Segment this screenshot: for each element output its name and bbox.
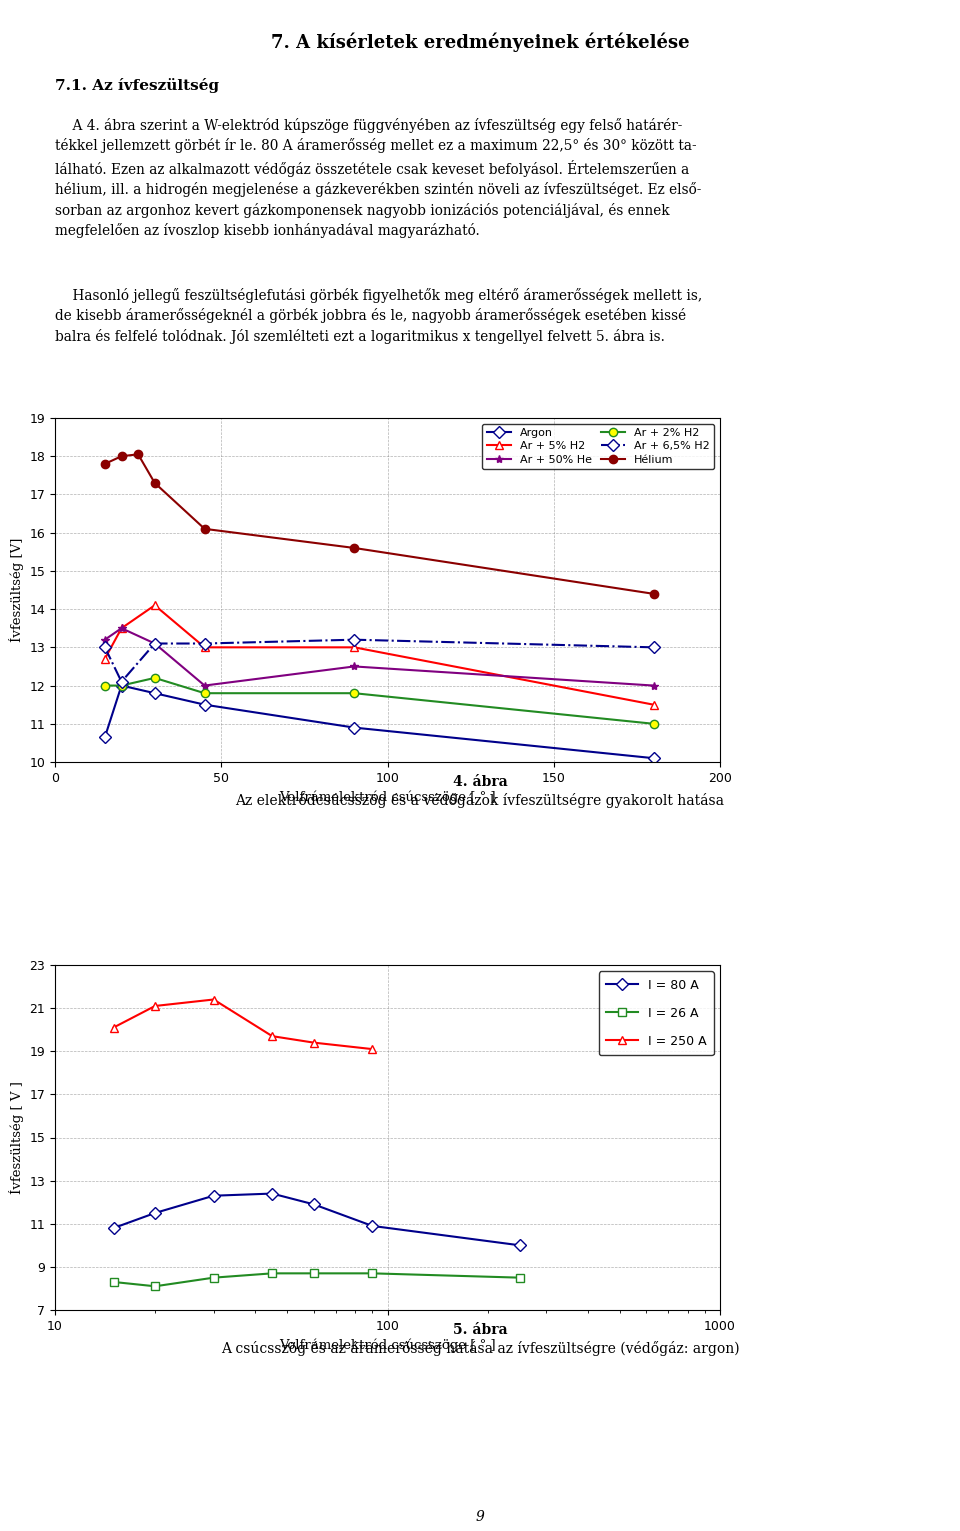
Argon bbox=[149, 684, 160, 703]
Line: Ar + 5% H2: Ar + 5% H2 bbox=[101, 602, 658, 709]
I = 80 A bbox=[267, 1185, 278, 1203]
Argon bbox=[348, 718, 360, 736]
Text: Hasonló jellegű feszültséglefutási görbék figyelhetők meg eltérő áramerősségek m: Hasonló jellegű feszültséglefutási görbé… bbox=[55, 288, 703, 344]
Text: A csúcsszög és az áramerősség hatása az ívfeszültségre (védőgáz: argon): A csúcsszög és az áramerősség hatása az … bbox=[221, 1341, 739, 1356]
Legend: I = 80 A, I = 26 A, I = 250 A: I = 80 A, I = 26 A, I = 250 A bbox=[599, 971, 713, 1055]
Ar + 50% He bbox=[149, 634, 160, 652]
Line: I = 26 A: I = 26 A bbox=[109, 1269, 524, 1291]
Text: 9: 9 bbox=[475, 1510, 485, 1523]
I = 250 A bbox=[108, 1018, 119, 1036]
Line: I = 250 A: I = 250 A bbox=[109, 995, 376, 1053]
I = 80 A bbox=[514, 1236, 525, 1254]
I = 250 A bbox=[150, 997, 161, 1015]
Hélium bbox=[149, 473, 160, 491]
Y-axis label: Ívfeszültség [ V ]: Ívfeszültség [ V ] bbox=[9, 1081, 24, 1194]
Hélium bbox=[199, 519, 210, 537]
Ar + 6,5% H2 bbox=[116, 672, 128, 690]
Ar + 5% H2 bbox=[348, 638, 360, 657]
I = 80 A bbox=[308, 1196, 320, 1214]
Ar + 6,5% H2 bbox=[348, 631, 360, 649]
I = 80 A bbox=[108, 1219, 119, 1237]
Line: Argon: Argon bbox=[101, 681, 658, 762]
Ar + 6,5% H2 bbox=[99, 638, 110, 657]
Hélium bbox=[99, 455, 110, 473]
Argon bbox=[648, 749, 660, 767]
I = 250 A bbox=[208, 991, 220, 1009]
Argon bbox=[116, 677, 128, 695]
Ar + 50% He bbox=[348, 657, 360, 675]
Ar + 5% H2 bbox=[199, 638, 210, 657]
Line: Ar + 2% H2: Ar + 2% H2 bbox=[101, 674, 658, 727]
Text: Az elektródcsúcsszög és a védőgázok ívfeszültségre gyakorolt hatása: Az elektródcsúcsszög és a védőgázok ívfe… bbox=[235, 793, 725, 808]
Ar + 2% H2 bbox=[199, 684, 210, 703]
Ar + 2% H2 bbox=[99, 677, 110, 695]
I = 250 A bbox=[308, 1033, 320, 1052]
Ar + 2% H2 bbox=[348, 684, 360, 703]
Hélium bbox=[116, 447, 128, 465]
I = 26 A bbox=[150, 1277, 161, 1295]
Line: Ar + 50% He: Ar + 50% He bbox=[101, 625, 658, 690]
Text: 4. ábra: 4. ábra bbox=[452, 775, 508, 788]
Ar + 2% H2 bbox=[149, 669, 160, 687]
Ar + 50% He bbox=[99, 631, 110, 649]
Text: A 4. ábra szerint a W-elektród kúpszöge függvényében az ívfeszültség egy felső h: A 4. ábra szerint a W-elektród kúpszöge … bbox=[55, 118, 702, 237]
X-axis label: Volfrámelektród csúcsszöge [ ° ]: Volfrámelektród csúcsszöge [ ° ] bbox=[279, 790, 495, 804]
Line: Ar + 6,5% H2: Ar + 6,5% H2 bbox=[101, 635, 658, 686]
X-axis label: Volfrámelektród csúcsszöge [ ° ]: Volfrámelektród csúcsszöge [ ° ] bbox=[279, 1338, 495, 1352]
Text: 7. A kísérletek eredményeinek értékelése: 7. A kísérletek eredményeinek értékelése bbox=[271, 32, 689, 52]
I = 26 A bbox=[308, 1265, 320, 1283]
Hélium bbox=[132, 446, 144, 464]
Legend: Argon, Ar + 5% H2, Ar + 50% He, Ar + 2% H2, Ar + 6,5% H2, Hélium: Argon, Ar + 5% H2, Ar + 50% He, Ar + 2% … bbox=[482, 424, 714, 468]
Ar + 5% H2 bbox=[149, 596, 160, 614]
I = 80 A bbox=[367, 1217, 378, 1236]
I = 26 A bbox=[367, 1265, 378, 1283]
Ar + 5% H2 bbox=[648, 695, 660, 713]
I = 250 A bbox=[267, 1027, 278, 1046]
I = 26 A bbox=[108, 1272, 119, 1291]
Ar + 6,5% H2 bbox=[149, 634, 160, 652]
I = 26 A bbox=[267, 1265, 278, 1283]
Line: Hélium: Hélium bbox=[101, 450, 658, 599]
Ar + 50% He bbox=[116, 619, 128, 637]
Y-axis label: Ívfeszültség [V]: Ívfeszültség [V] bbox=[9, 537, 24, 641]
I = 80 A bbox=[208, 1187, 220, 1205]
Ar + 50% He bbox=[199, 677, 210, 695]
Argon bbox=[99, 727, 110, 746]
Ar + 50% He bbox=[648, 677, 660, 695]
Ar + 5% H2 bbox=[116, 619, 128, 637]
I = 80 A bbox=[150, 1203, 161, 1222]
Text: 7.1. Az ívfeszültség: 7.1. Az ívfeszültség bbox=[55, 78, 219, 93]
Ar + 6,5% H2 bbox=[648, 638, 660, 657]
Ar + 2% H2 bbox=[116, 677, 128, 695]
Ar + 2% H2 bbox=[648, 715, 660, 733]
Line: I = 80 A: I = 80 A bbox=[109, 1190, 524, 1249]
Argon bbox=[199, 695, 210, 713]
I = 26 A bbox=[514, 1269, 525, 1288]
Ar + 5% H2 bbox=[99, 649, 110, 668]
I = 250 A bbox=[367, 1040, 378, 1058]
I = 26 A bbox=[208, 1269, 220, 1288]
Ar + 6,5% H2 bbox=[199, 634, 210, 652]
Text: 5. ábra: 5. ábra bbox=[453, 1323, 507, 1337]
Hélium bbox=[648, 585, 660, 603]
Hélium bbox=[348, 539, 360, 557]
